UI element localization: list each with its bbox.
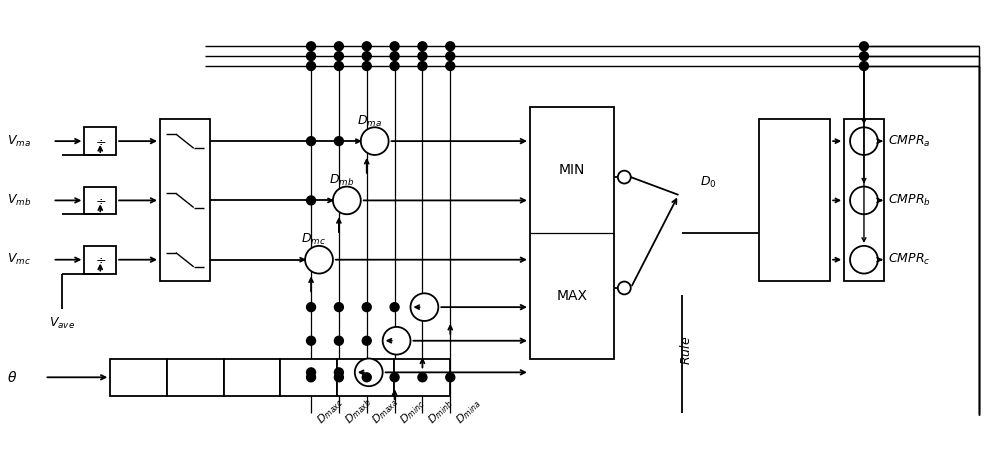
Text: MIN: MIN	[559, 163, 585, 177]
Bar	[337, 359, 394, 396]
Circle shape	[383, 327, 411, 354]
Bar	[167, 359, 224, 396]
Circle shape	[850, 127, 878, 155]
Circle shape	[362, 373, 371, 382]
Text: $D_{minb}$: $D_{minb}$	[425, 396, 456, 427]
Circle shape	[859, 62, 868, 70]
Text: $Rule$: $Rule$	[679, 336, 693, 365]
Circle shape	[307, 137, 316, 146]
Circle shape	[362, 337, 371, 345]
Bar	[530, 107, 614, 359]
Text: $D_{maxb}$: $D_{maxb}$	[342, 394, 374, 427]
Circle shape	[859, 42, 868, 51]
Circle shape	[446, 42, 455, 51]
Circle shape	[859, 52, 868, 61]
Bar	[110, 359, 167, 396]
Bar	[84, 246, 116, 274]
Text: $D_{ma}$: $D_{ma}$	[357, 114, 382, 129]
Bar	[759, 119, 830, 282]
Text: $\div$: $\div$	[95, 253, 106, 266]
Circle shape	[334, 62, 343, 70]
Circle shape	[333, 187, 361, 214]
Text: $\theta$: $\theta$	[7, 370, 17, 385]
Text: $D_{mina}$: $D_{mina}$	[453, 396, 484, 427]
Circle shape	[390, 303, 399, 312]
Circle shape	[307, 373, 316, 382]
Circle shape	[411, 293, 438, 321]
Circle shape	[418, 42, 427, 51]
Circle shape	[355, 359, 383, 386]
Bar	[844, 119, 884, 282]
Circle shape	[418, 52, 427, 61]
Bar	[394, 359, 450, 396]
Circle shape	[334, 337, 343, 345]
Bar	[280, 359, 337, 396]
Text: $D_0$: $D_0$	[700, 174, 717, 189]
Circle shape	[307, 42, 316, 51]
Circle shape	[334, 373, 343, 382]
Circle shape	[618, 282, 631, 294]
Circle shape	[307, 62, 316, 70]
Bar	[84, 127, 116, 155]
Circle shape	[850, 246, 878, 274]
Circle shape	[418, 373, 427, 382]
Text: $D_{minc}$: $D_{minc}$	[398, 396, 428, 427]
Text: $D_{mb}$: $D_{mb}$	[329, 173, 354, 188]
Circle shape	[418, 62, 427, 70]
Text: $V_{mb}$: $V_{mb}$	[7, 193, 31, 208]
Circle shape	[362, 52, 371, 61]
Circle shape	[307, 368, 316, 377]
Circle shape	[361, 127, 389, 155]
Text: $\div$: $\div$	[95, 134, 106, 148]
Circle shape	[307, 196, 316, 205]
Circle shape	[362, 303, 371, 312]
Circle shape	[334, 368, 343, 377]
Circle shape	[850, 187, 878, 214]
Circle shape	[362, 62, 371, 70]
Text: MAX: MAX	[557, 289, 588, 303]
Circle shape	[390, 373, 399, 382]
Text: $D_{maxc}$: $D_{maxc}$	[314, 394, 346, 427]
Text: $D_{mc}$: $D_{mc}$	[301, 232, 326, 248]
Circle shape	[307, 337, 316, 345]
Circle shape	[390, 62, 399, 70]
Text: $CMPR_c$: $CMPR_c$	[888, 252, 930, 267]
Circle shape	[446, 62, 455, 70]
Bar	[224, 359, 280, 396]
Circle shape	[334, 137, 343, 146]
Text: $CMPR_a$: $CMPR_a$	[888, 133, 930, 149]
Text: $CMPR_b$: $CMPR_b$	[888, 193, 931, 208]
Text: $D_{maxa}$: $D_{maxa}$	[370, 394, 402, 427]
Circle shape	[446, 373, 455, 382]
Circle shape	[618, 171, 631, 183]
Circle shape	[334, 42, 343, 51]
Text: $V_{ave}$: $V_{ave}$	[49, 316, 75, 331]
Circle shape	[390, 52, 399, 61]
Circle shape	[334, 52, 343, 61]
Text: $V_{ma}$: $V_{ma}$	[7, 133, 31, 149]
Circle shape	[446, 52, 455, 61]
Text: $V_{mc}$: $V_{mc}$	[7, 252, 31, 267]
Circle shape	[307, 303, 316, 312]
Bar	[160, 119, 210, 282]
Circle shape	[362, 42, 371, 51]
Circle shape	[334, 303, 343, 312]
Circle shape	[307, 52, 316, 61]
Text: $\div$: $\div$	[95, 194, 106, 207]
Bar	[84, 187, 116, 214]
Circle shape	[390, 42, 399, 51]
Circle shape	[305, 246, 333, 274]
